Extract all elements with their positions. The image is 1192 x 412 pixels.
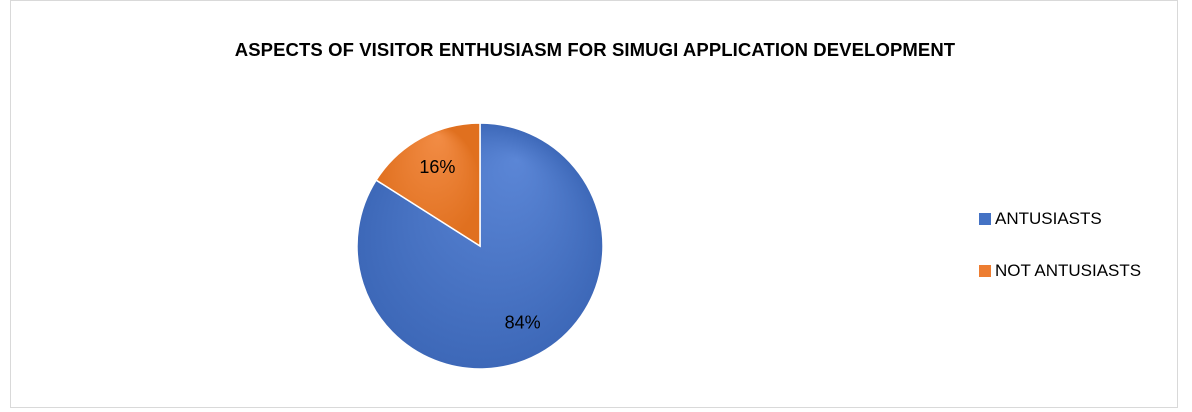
legend-item-not-antusiasts: NOT ANTUSIASTS xyxy=(979,260,1141,282)
legend-swatch-antusiasts xyxy=(979,213,991,225)
pie-chart: 84% 16% xyxy=(356,122,604,370)
legend-swatch-not-antusiasts xyxy=(979,265,991,277)
legend-item-antusiasts: ANTUSIASTS xyxy=(979,208,1141,230)
chart-frame: ASPECTS OF VISITOR ENTHUSIASM FOR SIMUGI… xyxy=(10,0,1178,408)
legend-label-not-antusiasts: NOT ANTUSIASTS xyxy=(995,261,1142,280)
chart-legend: ANTUSIASTS NOT ANTUSIASTS xyxy=(979,208,1141,312)
legend-label-antusiasts: ANTUSIASTS xyxy=(995,209,1102,228)
chart-title: ASPECTS OF VISITOR ENTHUSIASM FOR SIMUGI… xyxy=(234,39,956,60)
pie-data-label-not-antusiasts: 16% xyxy=(419,157,455,177)
pie-slice-not-antusiasts xyxy=(375,122,481,248)
pie-data-label-antusiasts: 84% xyxy=(505,312,541,332)
